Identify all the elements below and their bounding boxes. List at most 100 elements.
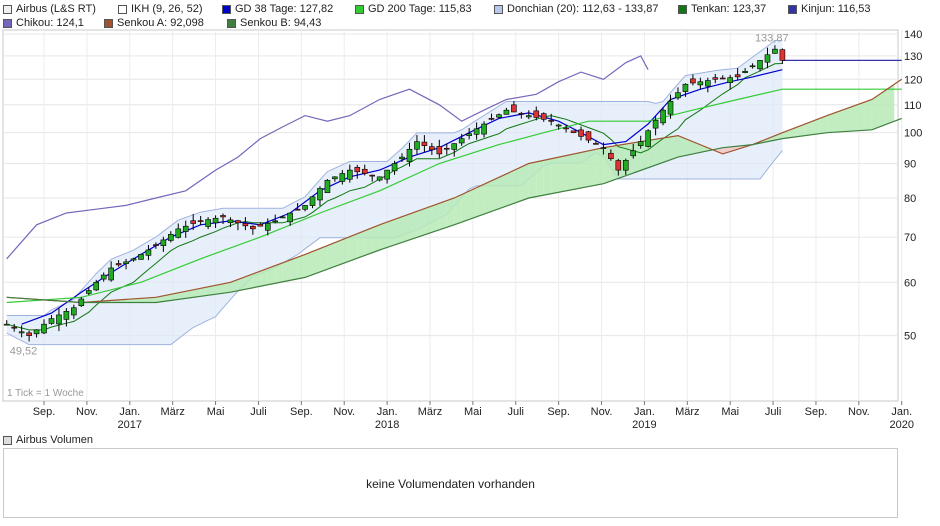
cloud-segment bbox=[663, 136, 671, 163]
legend-item: Tenkan: 123,37 bbox=[678, 3, 766, 15]
candle-body bbox=[41, 323, 47, 334]
cloud-segment bbox=[498, 173, 507, 209]
candle-body bbox=[71, 307, 77, 316]
cloud-segment bbox=[260, 267, 268, 287]
candle-body bbox=[264, 223, 271, 231]
cloud-segment bbox=[185, 289, 194, 299]
legend-label: Kinjun: 116,53 bbox=[801, 3, 871, 15]
candle-body bbox=[63, 311, 70, 320]
x-tick-label: Nov. bbox=[76, 406, 98, 418]
y-tick-label: 110 bbox=[904, 100, 922, 112]
candle-body bbox=[138, 254, 144, 260]
cloud-segment bbox=[730, 146, 738, 152]
candle-body bbox=[93, 281, 100, 291]
candle-body bbox=[123, 261, 129, 264]
candle-body bbox=[235, 220, 241, 224]
y-tick-label: 130 bbox=[904, 51, 922, 63]
cloud-segment bbox=[871, 94, 880, 130]
candle-body bbox=[682, 83, 689, 92]
cloud-segment bbox=[521, 163, 529, 201]
candle-body bbox=[675, 92, 681, 99]
candle-body bbox=[361, 168, 368, 174]
volume-message: keine Volumendaten vorhanden bbox=[366, 477, 535, 491]
candle-body bbox=[376, 176, 383, 181]
cloud-segment bbox=[446, 198, 455, 228]
candle-body bbox=[3, 323, 10, 326]
cloud-segment bbox=[469, 187, 477, 220]
legend-label: Senkou A: 92,098 bbox=[117, 17, 204, 29]
legend-swatch bbox=[788, 4, 797, 14]
legend-swatch bbox=[355, 4, 364, 14]
cloud-segment bbox=[476, 183, 485, 217]
candle-body bbox=[153, 244, 159, 246]
x-tick-label: Mai bbox=[464, 406, 482, 418]
candle-body bbox=[466, 133, 472, 136]
cloud-segment bbox=[349, 233, 358, 261]
cloud-segment bbox=[387, 219, 395, 248]
candle-body bbox=[257, 223, 264, 227]
x-tick-label: Mai bbox=[721, 406, 739, 418]
x-tick-label: Sep. bbox=[805, 406, 828, 418]
cloud-segment bbox=[804, 121, 813, 136]
cloud-segment bbox=[357, 230, 365, 258]
candle-body bbox=[555, 124, 562, 127]
candle-body bbox=[540, 113, 547, 120]
candle-body bbox=[779, 49, 786, 61]
candle-body bbox=[182, 225, 189, 232]
legend-item: Donchian (20): 112,63 - 133,87 bbox=[494, 3, 658, 15]
cloud-segment bbox=[237, 276, 246, 291]
candle-body bbox=[533, 110, 540, 118]
x-tick-label: März bbox=[418, 406, 442, 418]
y-tick-label: 70 bbox=[904, 232, 916, 244]
cloud-segment bbox=[655, 138, 664, 165]
cloud-segment bbox=[484, 180, 492, 214]
cloud-segment bbox=[342, 236, 350, 264]
cloud-segment bbox=[223, 282, 231, 294]
candle-body bbox=[347, 169, 353, 180]
cloud-segment bbox=[886, 84, 895, 125]
cloud-segment bbox=[334, 239, 343, 267]
x-tick-label: März bbox=[675, 406, 699, 418]
high-annotation: 133,87 bbox=[755, 32, 789, 44]
candle-body bbox=[563, 127, 569, 130]
y-tick-label: 50 bbox=[904, 331, 916, 343]
x-tick-label: Juli bbox=[765, 406, 782, 418]
candle-body bbox=[100, 274, 107, 280]
cloud-segment bbox=[566, 153, 574, 191]
legend-item: Senkou B: 94,43 bbox=[227, 17, 321, 29]
candle-body bbox=[473, 128, 480, 135]
cloud-segment bbox=[595, 147, 604, 186]
candle-body bbox=[749, 65, 756, 68]
cloud-segment bbox=[178, 291, 186, 300]
legend-label: GD 200 Tage: 115,83 bbox=[368, 3, 472, 15]
legend-label: IKH (9, 26, 52) bbox=[131, 3, 203, 15]
low-annotation: 49,52 bbox=[10, 345, 38, 357]
candle-body bbox=[160, 239, 167, 246]
candle-body bbox=[764, 54, 771, 63]
cloud-segment bbox=[431, 203, 440, 233]
candle-body bbox=[302, 205, 308, 210]
candle-body bbox=[18, 331, 25, 334]
candle-body bbox=[220, 215, 226, 218]
cloud-segment bbox=[573, 152, 582, 190]
donchian-upper bbox=[6, 40, 783, 316]
candle-body bbox=[354, 167, 361, 173]
volume-legend: Airbus Volumen bbox=[3, 434, 93, 446]
legend-item: GD 200 Tage: 115,83 bbox=[355, 3, 472, 15]
cloud-segment bbox=[267, 265, 276, 285]
candle-body bbox=[645, 130, 651, 147]
legend-item: IKH (9, 26, 52) bbox=[118, 3, 203, 15]
y-tick-label: 60 bbox=[904, 277, 916, 289]
x-tick-label: Jan. bbox=[119, 406, 140, 418]
candle-body bbox=[130, 258, 137, 261]
candle-body bbox=[205, 219, 211, 227]
legend-label: Tenkan: 123,37 bbox=[691, 3, 767, 15]
cloud-segment bbox=[491, 176, 499, 212]
candle-body bbox=[175, 228, 182, 238]
cloud-segment bbox=[513, 166, 522, 204]
x-tick-label: Sep. bbox=[290, 406, 313, 418]
cloud-segment bbox=[193, 288, 201, 298]
candle-body bbox=[690, 78, 696, 84]
senkou-a-line bbox=[6, 78, 903, 304]
